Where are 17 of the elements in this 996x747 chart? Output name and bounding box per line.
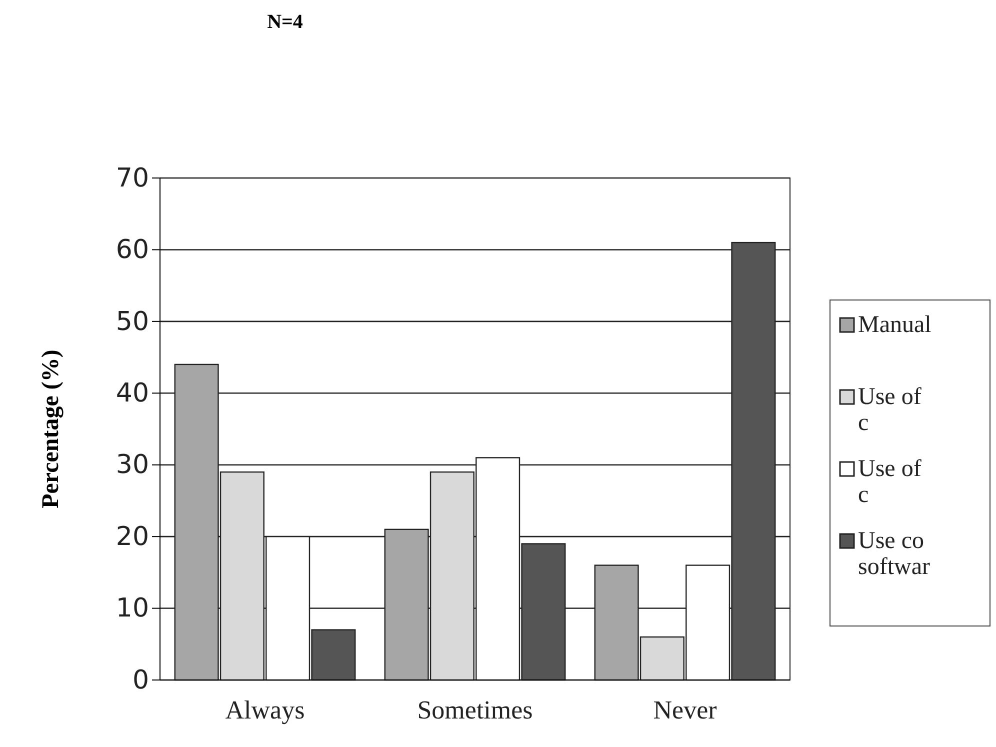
y-tick-label: 40 xyxy=(116,378,149,408)
y-tick-label: 50 xyxy=(116,306,149,337)
legend-label: Manual xyxy=(858,312,932,338)
y-tick-label: 60 xyxy=(116,235,149,266)
legend-label: Use of c xyxy=(858,384,922,436)
y-tick-label: 30 xyxy=(116,450,149,480)
y-tick-label: 70 xyxy=(116,163,149,194)
x-tick-label: Always xyxy=(225,695,305,724)
y-tick-label: 10 xyxy=(116,594,149,624)
y-axis-title: Percentage (%) xyxy=(38,350,64,508)
chart-title: N=4 xyxy=(267,11,303,33)
legend-label: Use of c xyxy=(858,456,922,508)
legend-label: Use co softwar xyxy=(858,528,930,580)
x-tick-label: Sometimes xyxy=(417,695,533,724)
y-tick-label: 0 xyxy=(132,665,149,696)
y-tick-label: 20 xyxy=(116,522,149,552)
x-tick-label: Never xyxy=(653,695,718,724)
